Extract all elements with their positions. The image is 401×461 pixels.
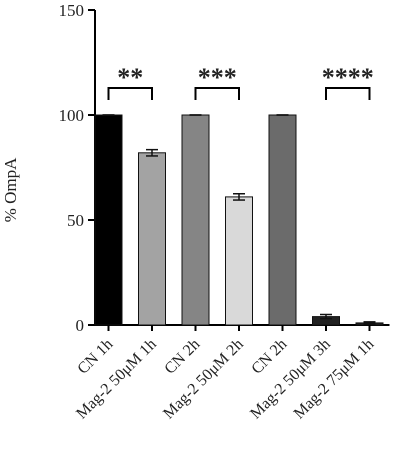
significance-bracket: [107, 87, 153, 100]
significance-bracket: [325, 87, 371, 100]
significance-bracket: [194, 87, 240, 100]
significance-label: ****: [322, 63, 374, 92]
bar: [138, 152, 166, 326]
significance-label: **: [117, 63, 143, 92]
error-bar: [146, 148, 158, 157]
error-bar: [233, 193, 245, 201]
bar: [181, 114, 210, 326]
error-bar: [320, 313, 332, 320]
x-tick-label: Mag-2 50μM 2h: [160, 336, 247, 423]
significance-label: ***: [198, 63, 237, 92]
error-bar: [363, 321, 376, 325]
bar: [225, 196, 253, 326]
x-tick-label: CN 2h: [161, 336, 203, 378]
y-tick-label: 50: [67, 211, 84, 230]
x-tick-label: Mag-2 50μM 1h: [73, 336, 160, 423]
bar: [268, 114, 297, 326]
y-tick-label: 0: [76, 316, 85, 335]
bar: [94, 114, 123, 326]
y-axis-label: % OmpA: [1, 157, 20, 222]
y-tick-label: 150: [59, 1, 85, 20]
x-tick-label: Mag-2 75μM 1h: [291, 336, 378, 423]
y-tick-label: 100: [59, 106, 85, 125]
x-tick-label: CN 2h: [248, 336, 290, 378]
x-tick-label: CN 1h: [74, 336, 116, 378]
